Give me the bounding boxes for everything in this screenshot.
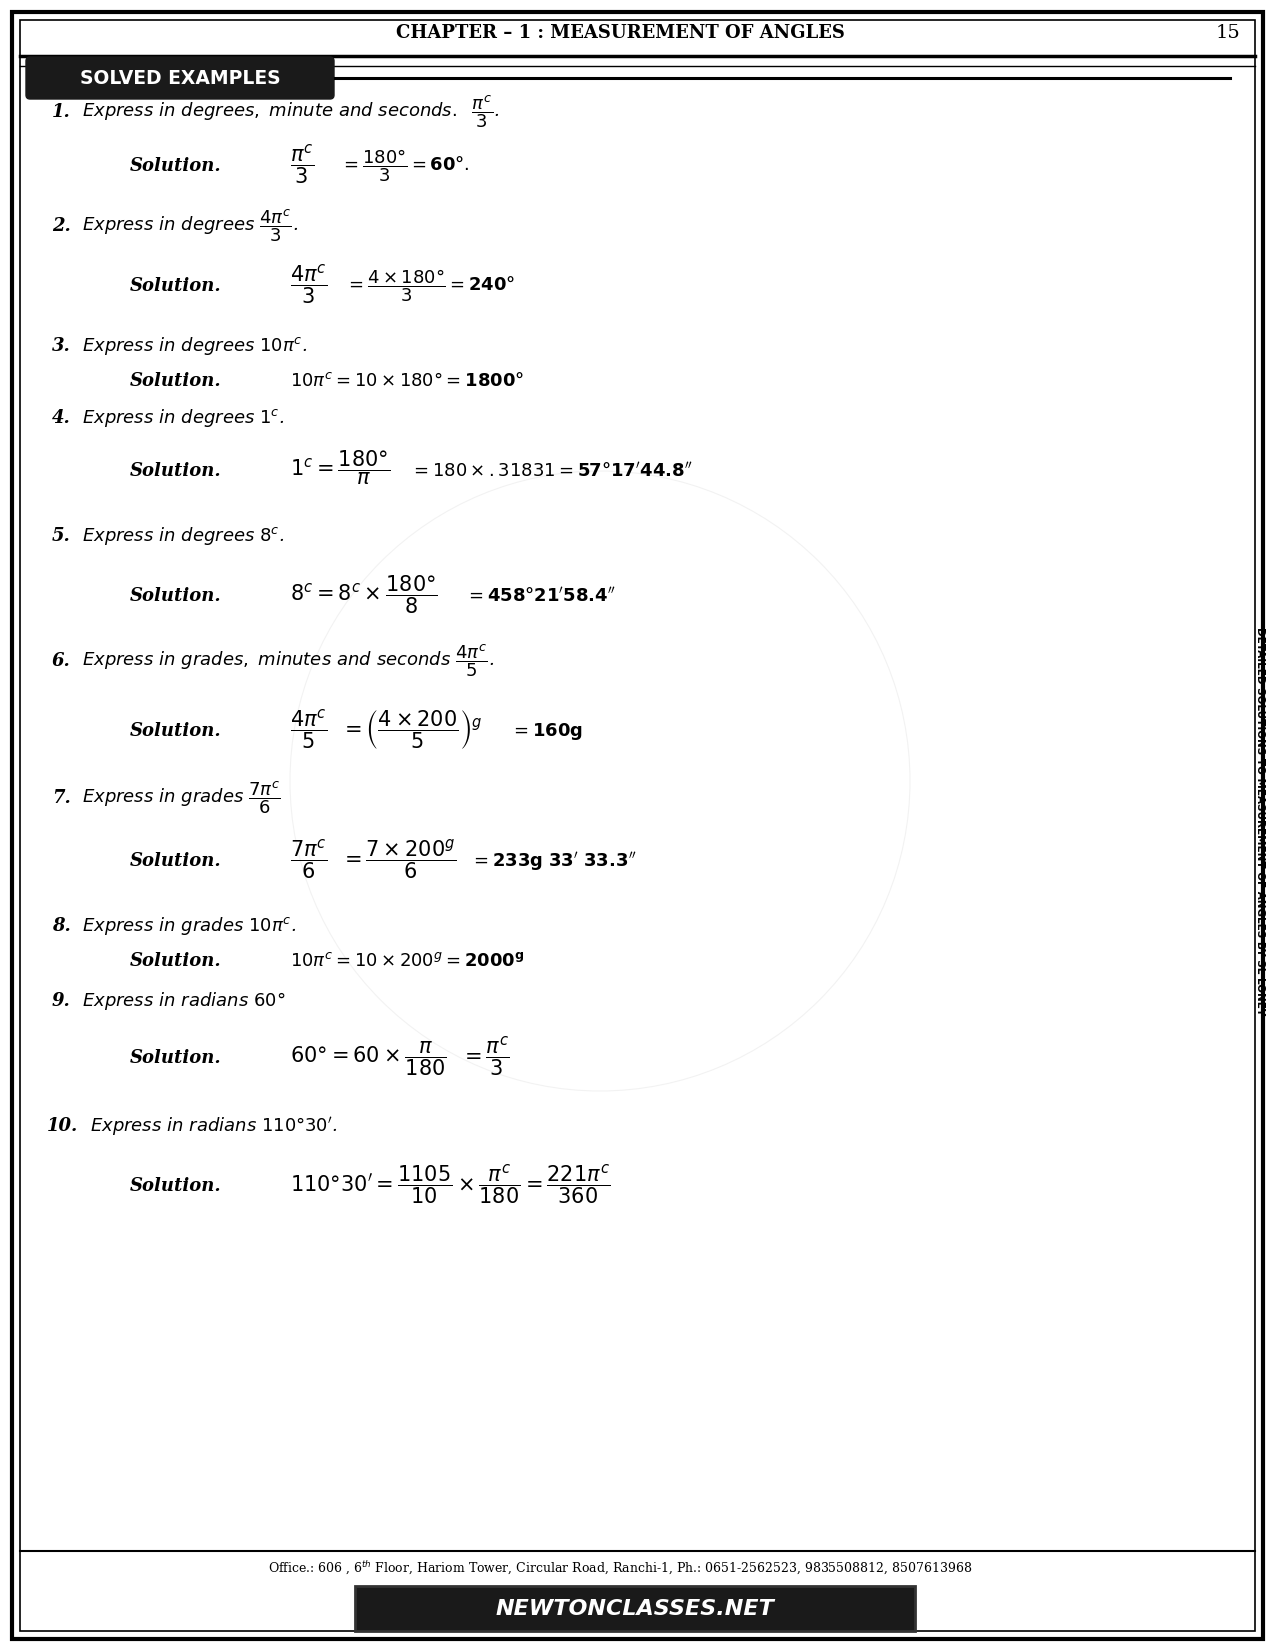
Text: $\dfrac{\pi^c}{3}$: $\dfrac{\pi^c}{3}$	[289, 142, 314, 187]
Text: 1.: 1.	[52, 102, 70, 121]
Text: $\dfrac{7\pi^c}{6}$: $\dfrac{7\pi^c}{6}$	[289, 837, 328, 882]
Text: $\it{Express\ in\ degrees}$ $\dfrac{4\pi^c}{3}$.: $\it{Express\ in\ degrees}$ $\dfrac{4\pi…	[82, 208, 298, 244]
Text: $= \dfrac{180°}{3} = \mathbf{60°}.$: $= \dfrac{180°}{3} = \mathbf{60°}.$	[340, 147, 469, 183]
Text: Solution.: Solution.	[130, 852, 222, 870]
Text: Solution.: Solution.	[130, 277, 222, 296]
Text: DETAILED SOLUTIONS TO MEASUREMENT OF ANGLES BY SL LONEY: DETAILED SOLUTIONS TO MEASUREMENT OF ANG…	[1255, 627, 1265, 1015]
Text: 3.: 3.	[52, 337, 70, 355]
Text: Office.: 606 , 6$^{th}$ Floor, Hariom Tower, Circular Road, Ranchi-1, Ph.: 0651-: Office.: 606 , 6$^{th}$ Floor, Hariom To…	[268, 1559, 972, 1577]
Text: $\it{Express\ in\ degrees}$ $8^c$.: $\it{Express\ in\ degrees}$ $8^c$.	[82, 525, 284, 546]
Text: 4.: 4.	[52, 409, 70, 428]
Text: 8.: 8.	[52, 916, 70, 934]
Text: $\it{Express\ in\ degrees}$ $10\pi^c$.: $\it{Express\ in\ degrees}$ $10\pi^c$.	[82, 335, 307, 357]
Text: 2.: 2.	[52, 216, 70, 234]
Text: $= \mathbf{160g}$: $= \mathbf{160g}$	[510, 721, 583, 741]
Text: $\it{Express\ in\ degrees}$ $1^c$.: $\it{Express\ in\ degrees}$ $1^c$.	[82, 408, 284, 429]
Text: SOLVED EXAMPLES: SOLVED EXAMPLES	[79, 68, 280, 88]
Text: 5.: 5.	[52, 527, 70, 545]
Text: $10\pi^c = 10 \times 180° = \mathbf{1800°}$: $10\pi^c = 10 \times 180° = \mathbf{1800…	[289, 371, 524, 390]
Text: $\dfrac{4\pi^c}{3}$: $\dfrac{4\pi^c}{3}$	[289, 263, 328, 307]
Text: $\dfrac{4\pi^c}{5}$: $\dfrac{4\pi^c}{5}$	[289, 707, 328, 751]
Text: $= \mathbf{458° 21' 58.4''}$: $= \mathbf{458° 21' 58.4''}$	[465, 586, 616, 604]
Text: $= \dfrac{4 \times 180°}{3} = \mathbf{240°}$: $= \dfrac{4 \times 180°}{3} = \mathbf{24…	[346, 267, 515, 304]
Text: $\it{Express\ in\ grades}$ $10\pi^c$.: $\it{Express\ in\ grades}$ $10\pi^c$.	[82, 915, 296, 938]
FancyBboxPatch shape	[26, 58, 334, 99]
Text: $\it{Express\ in\ grades,\ minutes\ and\ seconds}$ $\dfrac{4\pi^c}{5}$.: $\it{Express\ in\ grades,\ minutes\ and\…	[82, 642, 495, 679]
Text: Solution.: Solution.	[130, 953, 222, 971]
Text: CHAPTER – 1 : MEASUREMENT OF ANGLES: CHAPTER – 1 : MEASUREMENT OF ANGLES	[395, 25, 844, 41]
Text: $60° = 60 \times \dfrac{\pi}{180}$: $60° = 60 \times \dfrac{\pi}{180}$	[289, 1040, 446, 1078]
Text: 10.: 10.	[47, 1118, 78, 1134]
Text: $\it{Express\ in\ grades}$ $\dfrac{7\pi^c}{6}$: $\it{Express\ in\ grades}$ $\dfrac{7\pi^…	[82, 779, 280, 816]
Text: Solution.: Solution.	[130, 1177, 222, 1195]
Text: $\it{Express\ in\ radians}$ $110°30'$.: $\it{Express\ in\ radians}$ $110°30'$.	[91, 1114, 338, 1138]
Text: $1^c = \dfrac{180°}{\pi}$: $1^c = \dfrac{180°}{\pi}$	[289, 449, 390, 487]
Text: Solution.: Solution.	[130, 157, 222, 175]
Text: $= \mathbf{233g\ 33'\ 33.3''}$: $= \mathbf{233g\ 33'\ 33.3''}$	[470, 850, 636, 872]
Text: NEWTONCLASSES.NET: NEWTONCLASSES.NET	[496, 1600, 774, 1620]
Text: $= \dfrac{7 \times 200^g}{6}$: $= \dfrac{7 \times 200^g}{6}$	[340, 837, 456, 882]
Text: $= \dfrac{\pi^c}{3}$: $= \dfrac{\pi^c}{3}$	[460, 1034, 510, 1078]
Text: 6.: 6.	[52, 652, 70, 670]
Text: Solution.: Solution.	[130, 721, 222, 740]
Text: $8^c = 8^c \times \dfrac{180°}{8}$: $8^c = 8^c \times \dfrac{180°}{8}$	[289, 573, 437, 616]
Text: $110° 30' = \dfrac{1105}{10} \times \dfrac{\pi^c}{180} = \dfrac{221\pi^c}{360}$: $110° 30' = \dfrac{1105}{10} \times \dfr…	[289, 1162, 611, 1207]
Text: $\it{Express\ in\ degrees,\ minute\ and\ seconds.}$  $\dfrac{\pi^c}{3}$.: $\it{Express\ in\ degrees,\ minute\ and\…	[82, 94, 500, 130]
Text: $= 180\times .31831 = \mathbf{57° 17' 44.8''}$: $= 180\times .31831 = \mathbf{57° 17' 44…	[411, 461, 694, 480]
Text: Solution.: Solution.	[130, 588, 222, 604]
Text: 15: 15	[1215, 25, 1241, 41]
Text: 9.: 9.	[52, 992, 70, 1010]
Text: $= \left(\dfrac{4 \times 200}{5}\right)^g$: $= \left(\dfrac{4 \times 200}{5}\right)^…	[340, 708, 482, 751]
Text: Solution.: Solution.	[130, 1048, 222, 1067]
Text: 7.: 7.	[52, 789, 70, 807]
Text: Solution.: Solution.	[130, 462, 222, 480]
FancyBboxPatch shape	[354, 1587, 915, 1631]
Text: $10\pi^c = 10 \times 200^g = \mathbf{2000^g}$: $10\pi^c = 10 \times 200^g = \mathbf{200…	[289, 953, 524, 971]
Text: Solution.: Solution.	[130, 371, 222, 390]
Text: $\it{Express\ in\ radians}$ $60°$: $\it{Express\ in\ radians}$ $60°$	[82, 991, 286, 1012]
